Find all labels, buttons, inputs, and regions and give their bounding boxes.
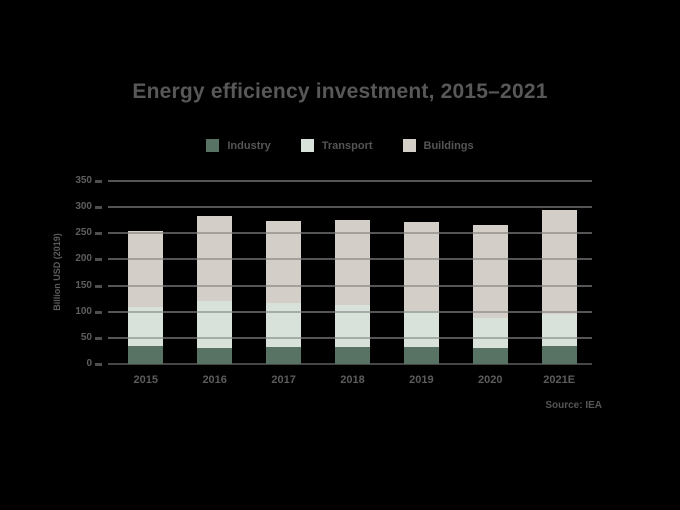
gridline-0: [108, 363, 592, 365]
bar-segment-transport-2018: [335, 305, 370, 348]
legend-label-industry: Industry: [227, 139, 271, 152]
bar-segment-buildings-2017: [266, 221, 302, 304]
bar-segment-buildings-2018: [335, 220, 370, 306]
bar-segment-industry-2016: [197, 347, 233, 364]
legend-swatch-industry: [206, 139, 220, 152]
bar-segment-transport-2016: [197, 300, 233, 348]
gridline-350: [108, 180, 592, 182]
bar-segment-industry-2017: [266, 347, 302, 364]
gridline-overlay-350: [108, 180, 592, 182]
gridline-overlay-50: [108, 336, 592, 339]
x-label-2020: 2020: [478, 374, 503, 386]
y-tick-label-50: 50: [80, 331, 92, 343]
y-tick-label-150: 150: [75, 279, 92, 291]
legend-item-buildings: Buildings: [402, 139, 474, 152]
y-tickmark-350: [95, 180, 102, 183]
x-label-2021E: 2021E: [543, 374, 576, 386]
gridline-overlay-200: [108, 258, 592, 261]
bar-segment-buildings-2020: [472, 225, 508, 318]
gridline-overlay-100: [108, 310, 592, 313]
y-tickmark-300: [95, 206, 102, 210]
y-tick-label-250: 250: [75, 227, 92, 239]
x-label-2017: 2017: [271, 374, 296, 386]
bar-segment-industry-2018: [335, 347, 370, 364]
x-label-2016: 2016: [202, 374, 227, 386]
x-label-2015: 2015: [133, 374, 159, 386]
bar-segment-transport-2021E: [541, 313, 577, 346]
bar-segment-transport-2015: [128, 307, 164, 347]
y-tickmark-200: [95, 258, 102, 262]
bar-segment-transport-2019: [403, 311, 439, 347]
y-tick-label-350: 350: [75, 175, 92, 186]
x-label-2018: 2018: [340, 374, 365, 386]
legend-item-transport: Transport: [300, 139, 373, 152]
y-tickmark-250: [95, 232, 102, 236]
bar-segment-transport-2020: [472, 317, 508, 348]
y-tickmark-150: [95, 284, 102, 288]
y-tick-label-300: 300: [75, 201, 92, 213]
y-tick-label-0: 0: [86, 358, 92, 369]
bar-segment-industry-2015: [128, 346, 164, 364]
gridline-overlay-300: [108, 206, 592, 209]
x-label-2019: 2019: [409, 374, 434, 386]
bar-segment-transport-2017: [266, 303, 302, 348]
y-tickmark-50: [95, 336, 102, 340]
gridline-overlay-150: [108, 284, 592, 287]
bar-segment-industry-2021E: [541, 345, 577, 364]
y-tick-label-100: 100: [75, 305, 92, 317]
legend-label-buildings: Buildings: [423, 139, 474, 152]
legend-swatch-buildings: [402, 139, 416, 152]
bar-segment-industry-2020: [472, 347, 508, 364]
y-tickmark-0: [95, 363, 102, 366]
bar-segment-buildings-2021E: [541, 209, 577, 314]
gridline-overlay-250: [108, 232, 592, 235]
legend-item-industry: Industry: [206, 139, 271, 152]
legend-label-transport: Transport: [321, 139, 373, 152]
bar-segment-buildings-2019: [403, 221, 439, 312]
legend: Industry Transport Buildings: [0, 139, 680, 152]
y-tickmark-100: [95, 310, 102, 314]
y-tick-label-200: 200: [75, 253, 92, 265]
bar-segment-industry-2019: [403, 346, 439, 364]
bar-segment-buildings-2015: [128, 230, 164, 307]
source-note: Source: IEA: [545, 400, 602, 411]
chart-title: Energy efficiency investment, 2015–2021: [132, 80, 548, 103]
bar-segment-buildings-2016: [197, 216, 233, 301]
legend-swatch-transport: [300, 139, 314, 152]
gridline-300: [108, 206, 592, 209]
